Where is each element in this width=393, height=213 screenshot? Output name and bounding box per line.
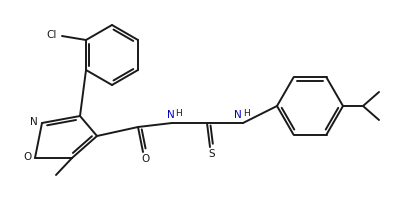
Text: H: H — [174, 109, 182, 118]
Text: S: S — [209, 149, 215, 159]
Text: N: N — [167, 110, 175, 120]
Text: O: O — [23, 152, 31, 162]
Text: Cl: Cl — [47, 30, 57, 40]
Text: N: N — [30, 117, 38, 127]
Text: O: O — [141, 154, 149, 164]
Text: N: N — [234, 110, 242, 120]
Text: H: H — [242, 109, 250, 118]
